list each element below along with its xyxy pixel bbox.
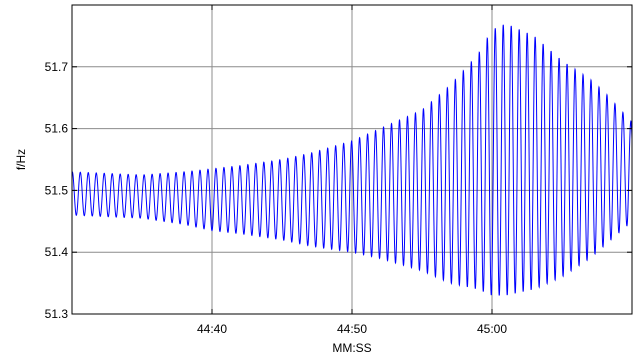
- y-tick-label: 51.5: [45, 183, 69, 197]
- tick-labels: 44:40 44:50 45:00 51.3 51.4 51.5 51.6 51.7: [45, 60, 508, 336]
- y-axis-label: f/Hz: [14, 149, 28, 170]
- y-tick-label: 51.3: [45, 307, 69, 321]
- y-tick-label: 51.6: [45, 122, 69, 136]
- y-tick-label: 51.7: [45, 60, 69, 74]
- series-line-frequency: [71, 24, 633, 296]
- x-axis-label: MM:SS: [332, 341, 371, 355]
- x-tick-label: 45:00: [477, 322, 507, 336]
- x-tick-label: 44:50: [337, 322, 367, 336]
- y-tick-label: 51.4: [45, 245, 69, 259]
- x-tick-label: 44:40: [197, 322, 227, 336]
- axis-ticks: [72, 5, 632, 315]
